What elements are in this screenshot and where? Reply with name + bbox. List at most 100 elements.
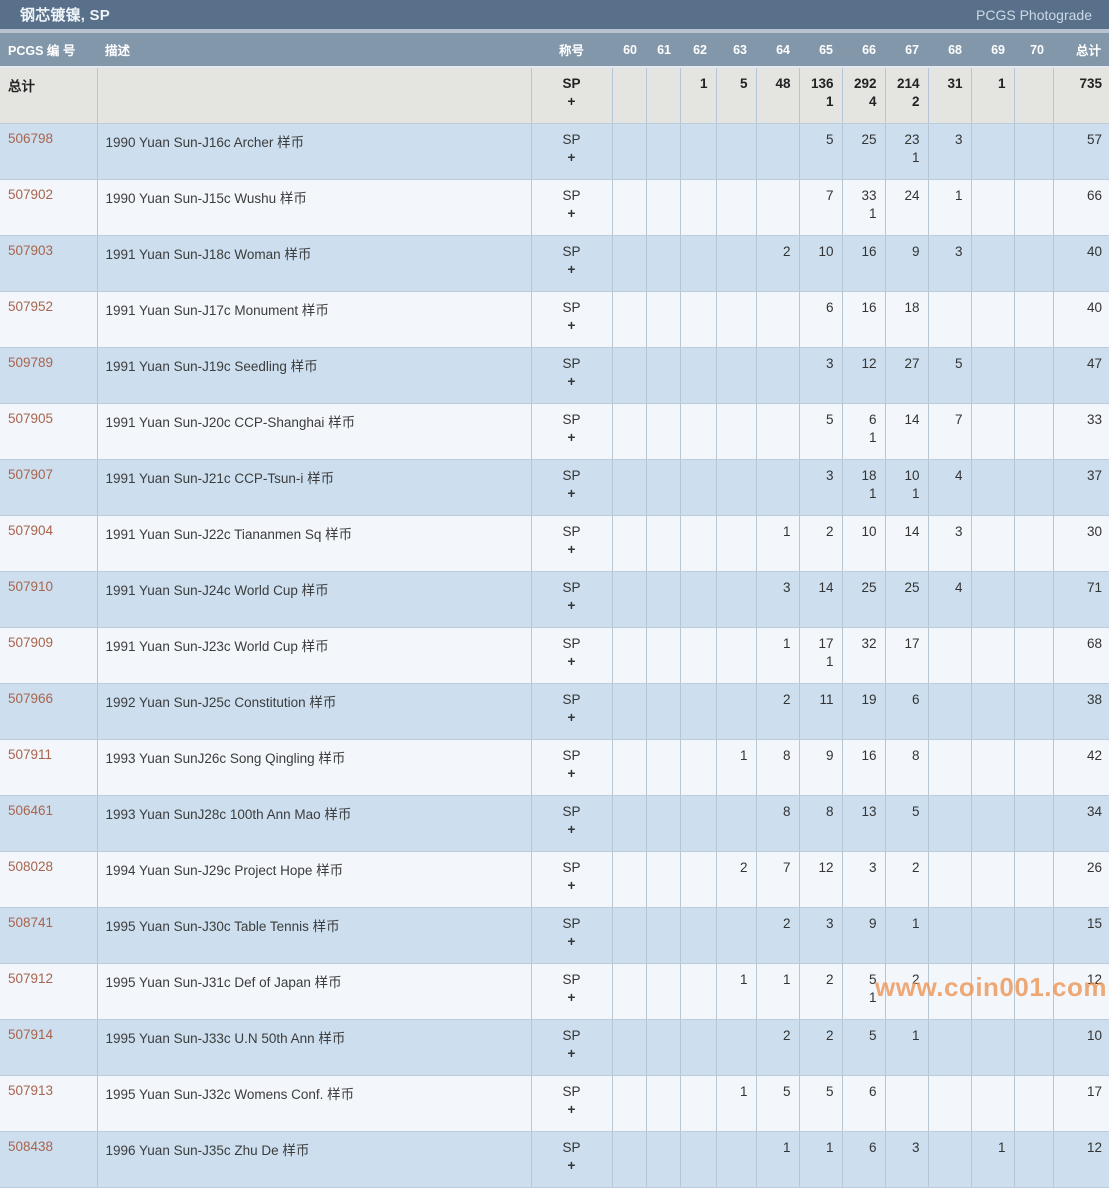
grade-64-cell: 48	[756, 67, 800, 124]
designation-cell: SP +	[531, 963, 613, 1020]
grade-68-cell	[928, 907, 972, 964]
grade-66-cell: 25	[842, 123, 886, 180]
grade-66-cell: 33 1	[842, 179, 886, 236]
designation-cell: SP +	[531, 123, 613, 180]
grade-61-cell	[646, 963, 681, 1020]
grade-62-cell	[680, 739, 717, 796]
grade-67-cell: 6	[885, 683, 929, 740]
designation-cell: SP +	[531, 1075, 613, 1132]
grade-67-cell: 14	[885, 403, 929, 460]
grade-66-cell: 18 1	[842, 459, 886, 516]
grade-65-cell: 10	[799, 235, 843, 292]
pcgs-number-link[interactable]: 507904	[8, 523, 54, 538]
grade-65-cell: 5	[799, 1075, 843, 1132]
grade-66-cell: 6	[842, 1075, 886, 1132]
pcgs-number-link[interactable]: 507966	[8, 691, 54, 706]
designation-cell: SP +	[531, 1131, 613, 1188]
grade-61-cell	[646, 571, 681, 628]
grade-61-cell	[646, 179, 681, 236]
table-row: 507907 1991 Yuan Sun-J21c CCP-Tsun-i 样币 SP…	[0, 459, 1109, 516]
grade-64-cell: 1	[756, 627, 800, 684]
pcgs-number-link[interactable]: 507909	[8, 635, 54, 650]
grade-70-cell	[1014, 571, 1054, 628]
row-total-cell: 34	[1053, 795, 1109, 852]
pcgs-number-link[interactable]: 507902	[8, 187, 54, 202]
grade-67-cell: 23 1	[885, 123, 929, 180]
grade-60-cell	[612, 1019, 647, 1076]
pcgs-number-link[interactable]: 507913	[8, 1083, 54, 1098]
table-row: 507910 1991 Yuan Sun-J24c World Cup 样币 SP +…	[0, 571, 1109, 628]
row-total-cell: 10	[1053, 1019, 1109, 1076]
pcgs-number-cell: 507913	[0, 1075, 98, 1132]
pcgs-number-link[interactable]: 507911	[8, 747, 53, 762]
grade-63-cell	[716, 627, 757, 684]
grade-65-cell: 2	[799, 515, 843, 572]
grade-70-cell	[1014, 403, 1054, 460]
pcgs-number-link[interactable]: 507910	[8, 579, 54, 594]
grade-68-cell: 3	[928, 515, 972, 572]
grade-63-cell: 1	[716, 739, 757, 796]
pcgs-number-cell: 507905	[0, 403, 98, 460]
pcgs-number-link[interactable]: 507914	[8, 1027, 54, 1042]
grade-69-cell	[971, 851, 1015, 908]
table-row: 507966 1992 Yuan Sun-J25c Constitution 样币…	[0, 683, 1109, 740]
grade-69-cell	[971, 123, 1015, 180]
pcgs-number-link[interactable]: 507912	[8, 971, 54, 986]
pcgs-number-cell: 507966	[0, 683, 98, 740]
grade-68-cell	[928, 683, 972, 740]
grade-68-cell	[928, 795, 972, 852]
pcgs-number-link[interactable]: 508741	[8, 915, 54, 930]
grade-64-cell: 2	[756, 1019, 800, 1076]
grade-70-cell	[1014, 907, 1054, 964]
grade-70-cell	[1014, 347, 1054, 404]
table-row: 507904 1991 Yuan Sun-J22c Tiananmen Sq 样币…	[0, 515, 1109, 572]
coin-description: 1991 Yuan Sun-J21c CCP-Tsun-i 样币	[97, 459, 532, 516]
pcgs-number-link[interactable]: 507907	[8, 467, 54, 482]
grade-62-cell	[680, 179, 717, 236]
designation-cell: SP +	[531, 291, 613, 348]
grade-62-cell	[680, 515, 717, 572]
coin-description: 1991 Yuan Sun-J19c Seedling 样币	[97, 347, 532, 404]
table-row: 507905 1991 Yuan Sun-J20c CCP-Shanghai 样币…	[0, 403, 1109, 460]
table-row: 507903 1991 Yuan Sun-J18c Woman 样币 SP + 2 10 1…	[0, 235, 1109, 292]
pcgs-number-link[interactable]: 506461	[8, 803, 54, 818]
grade-62-cell	[680, 571, 717, 628]
pcgs-number-cell: 507910	[0, 571, 98, 628]
table-row: 507912 1995 Yuan Sun-J31c Def of Japan 样币…	[0, 963, 1109, 1020]
grade-68-cell	[928, 1075, 972, 1132]
grade-68-cell	[928, 291, 972, 348]
col-header-designation: 称号	[531, 33, 612, 68]
pcgs-number-link[interactable]: 508438	[8, 1139, 54, 1154]
pcgs-number-link[interactable]: 509789	[8, 355, 54, 370]
grade-65-cell: 3	[799, 459, 843, 516]
grade-64-cell: 5	[756, 1075, 800, 1132]
page-title: 钢芯镀镍, SP	[20, 7, 110, 24]
pcgs-number-cell: 509789	[0, 347, 98, 404]
table-row: 506461 1993 Yuan SunJ28c 100th Ann Mao 样币…	[0, 795, 1109, 852]
grade-68-cell	[928, 1131, 972, 1188]
grade-65-cell: 17 1	[799, 627, 843, 684]
grade-66-cell: 12	[842, 347, 886, 404]
grade-66-cell: 19	[842, 683, 886, 740]
grade-62-cell	[680, 235, 717, 292]
grade-62-cell	[680, 627, 717, 684]
pcgs-number-link[interactable]: 507905	[8, 411, 54, 426]
pcgs-number-cell: 507907	[0, 459, 98, 516]
row-total-cell: 47	[1053, 347, 1109, 404]
grade-60-cell	[612, 739, 647, 796]
pcgs-number-link[interactable]: 508028	[8, 859, 54, 874]
pcgs-number-link[interactable]: 507903	[8, 243, 54, 258]
grade-60-cell	[612, 1131, 647, 1188]
grade-60-cell	[612, 347, 647, 404]
grade-60-cell	[612, 403, 647, 460]
designation-cell: SP +	[531, 347, 613, 404]
grade-69-cell	[971, 739, 1015, 796]
photograde-link[interactable]: PCGS Photograde	[976, 6, 1092, 23]
grade-61-cell	[646, 347, 681, 404]
pcgs-number-link[interactable]: 506798	[8, 131, 54, 146]
pcgs-number-link[interactable]: 507952	[8, 299, 54, 314]
grade-64-cell	[756, 123, 800, 180]
grade-62-cell	[680, 347, 717, 404]
grade-61-cell	[646, 123, 681, 180]
row-total-cell: 26	[1053, 851, 1109, 908]
